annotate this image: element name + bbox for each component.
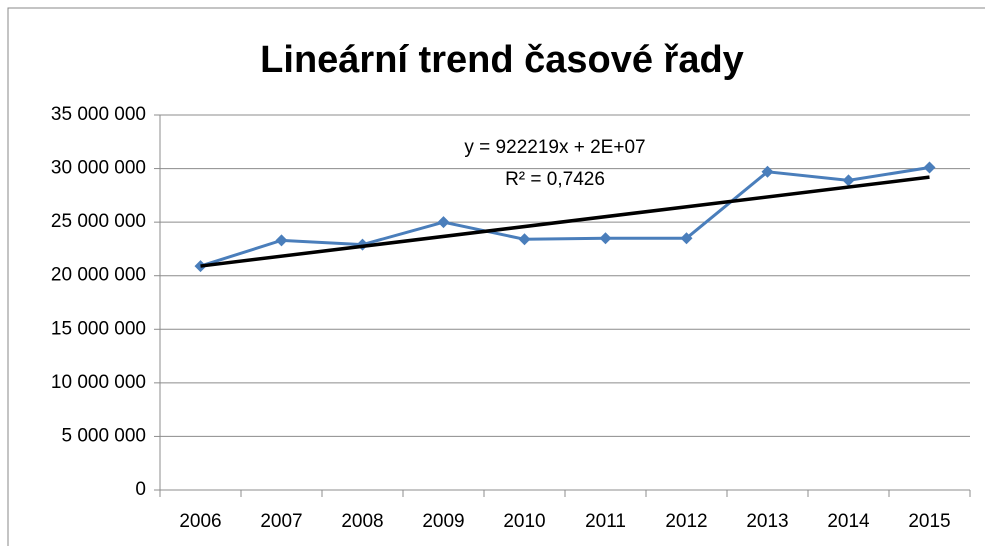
data-marker [437, 216, 450, 229]
data-marker [599, 232, 612, 245]
data-marker [680, 232, 693, 245]
x-tick-label: 2008 [341, 511, 383, 532]
x-tick-label: 2012 [665, 511, 707, 532]
x-tick-label: 2009 [422, 511, 464, 532]
trend-equation: y = 922219x + 2E+07 [464, 137, 645, 158]
x-tick-label: 2011 [585, 511, 626, 532]
y-tick-label: 25 000 000 [51, 211, 146, 232]
y-tick-label: 0 [135, 479, 146, 500]
data-marker [842, 174, 855, 187]
trend-r2: R² = 0,7426 [505, 169, 605, 190]
x-tick-label: 2006 [179, 511, 221, 532]
y-tick-label: 30 000 000 [51, 158, 146, 179]
data-marker [761, 165, 774, 178]
y-tick-label: 35 000 000 [51, 104, 146, 125]
x-tick-label: 2013 [746, 511, 788, 532]
y-tick-label: 20 000 000 [51, 265, 146, 286]
data-marker [275, 234, 288, 247]
y-tick-label: 10 000 000 [51, 372, 146, 393]
trend-line [200, 175, 930, 268]
y-tick-label: 5 000 000 [61, 425, 146, 446]
data-line [200, 166, 930, 268]
x-tick-label: 2010 [503, 511, 545, 532]
y-tick-label: 15 000 000 [51, 318, 146, 339]
data-marker [923, 161, 936, 174]
chart-border [7, 7, 985, 546]
chart-title: Lineární trend časové řady [260, 39, 744, 81]
data-marker [518, 233, 531, 246]
x-tick-label: 2007 [260, 511, 302, 532]
x-tick-label: 2015 [908, 511, 950, 532]
x-tick-label: 2014 [827, 511, 870, 532]
